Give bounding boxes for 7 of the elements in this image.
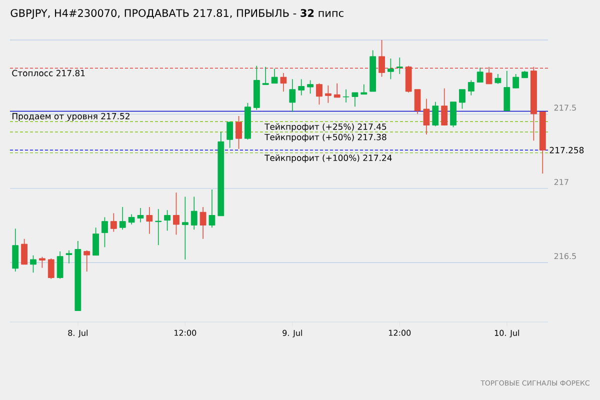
ref-line-label: Тейкпрофит (+100%) 217.24 xyxy=(264,154,392,163)
ref-line-label: Стоплосс 217.81 xyxy=(12,70,85,76)
chart-title: GBPJPY, H4#230070, ПРОДАВАТЬ 217.81, ПРИБЫЛЬ - 32 пипс xyxy=(10,9,344,19)
ref-line-label: Тейкпрофит (+50%) 217.38 xyxy=(264,134,386,142)
ref-line-label: Тейкпрофит (+25%) 217.45 xyxy=(264,123,386,132)
ref-line-label: 217.258 xyxy=(550,146,584,154)
ref-line-label: Продаем от уровня 217.52 xyxy=(12,112,130,121)
